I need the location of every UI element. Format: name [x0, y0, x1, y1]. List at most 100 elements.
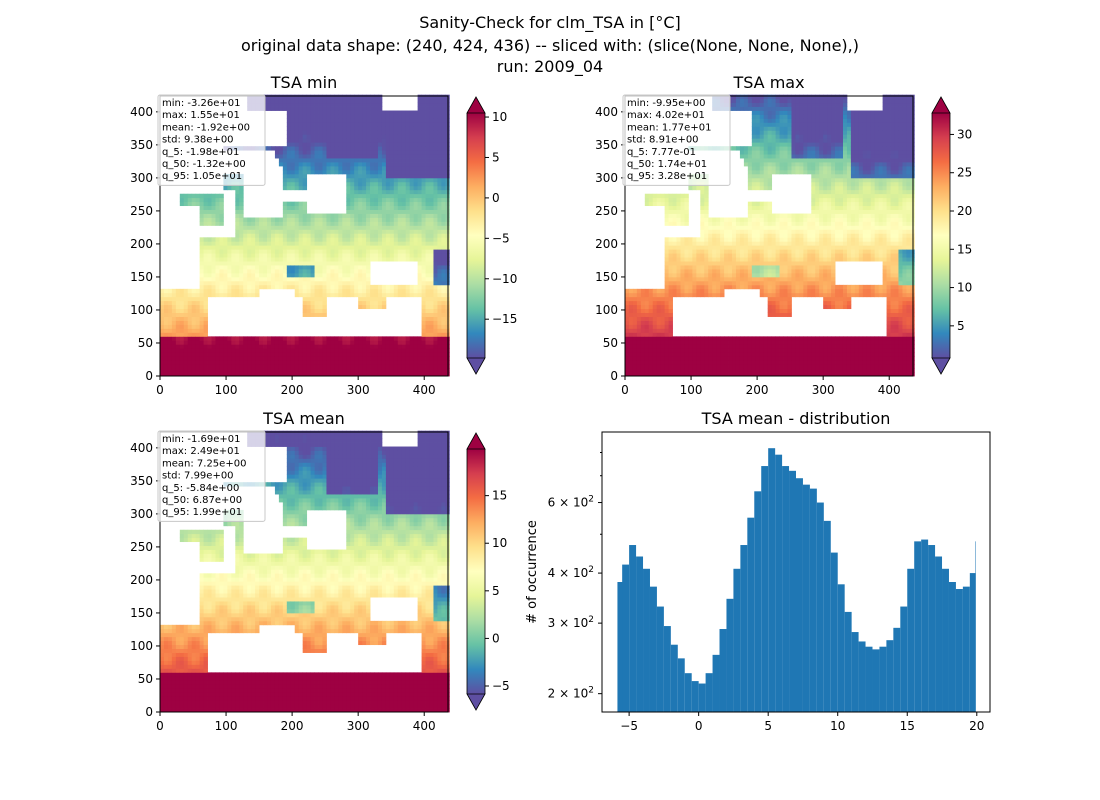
map-cell [370, 205, 375, 210]
map-cell [433, 344, 438, 349]
map-cell [270, 272, 276, 278]
map-cell [644, 292, 650, 298]
map-cell [660, 308, 666, 314]
y-tick-label: 50 [138, 336, 153, 350]
map-cell [310, 245, 315, 250]
map-cell [704, 272, 709, 278]
map-cell [183, 348, 189, 353]
map-cell [374, 257, 379, 262]
map-cell [366, 213, 371, 218]
map-cell [381, 150, 387, 155]
map-cell [648, 340, 654, 345]
map-cell [759, 336, 765, 341]
map-cell [223, 364, 228, 369]
map-cell [334, 169, 339, 175]
map-cell [223, 292, 228, 298]
map-cell [259, 257, 264, 262]
map-cell [239, 209, 244, 214]
map-cell [668, 364, 673, 369]
map-cell [429, 348, 434, 353]
map-cell [759, 344, 765, 349]
map-cell [338, 364, 343, 369]
map-cell [640, 328, 646, 333]
map-cell [421, 292, 426, 298]
map-cell [215, 237, 220, 242]
map-cell [199, 364, 204, 369]
map-cell [354, 253, 359, 258]
map-cell [385, 146, 391, 151]
map-cell [338, 348, 343, 353]
map-cell [652, 316, 658, 321]
map-cell [366, 205, 371, 210]
map-cell [354, 280, 359, 286]
map-cell [274, 368, 280, 373]
map-cell [441, 201, 446, 207]
map-cell [704, 241, 709, 246]
map-cell [759, 292, 765, 298]
map-cell [724, 360, 729, 365]
map-cell [759, 213, 765, 218]
map-cell [704, 233, 709, 238]
map-cell [227, 352, 232, 357]
map-cell [413, 257, 419, 262]
map-cell [421, 296, 426, 302]
map-cell [306, 245, 312, 250]
map-cell [294, 158, 300, 163]
map-cell [346, 181, 351, 187]
map-cell [441, 106, 446, 111]
map-cell [433, 356, 438, 361]
map-cell [278, 269, 284, 274]
map-cell [195, 352, 201, 357]
map-cell [330, 336, 335, 341]
map-cell [763, 150, 769, 155]
map-cell [759, 181, 765, 187]
map-cell [239, 372, 244, 377]
map-cell [688, 237, 693, 242]
map-cell [759, 126, 765, 131]
map-cell [362, 126, 367, 131]
map-cell [179, 352, 185, 357]
map-cell [235, 265, 240, 270]
map-cell [163, 368, 169, 373]
map-cell [397, 185, 403, 191]
map-cell [429, 316, 434, 321]
map-cell [306, 344, 312, 349]
map-cell [203, 324, 208, 329]
map-cell [342, 98, 347, 104]
map-cell [318, 94, 323, 100]
map-cell [660, 352, 666, 357]
map-cell [298, 364, 304, 369]
map-cell [433, 241, 438, 246]
map-cell [779, 162, 784, 167]
map-cell [160, 316, 165, 321]
map-cell [235, 245, 240, 250]
map-cell [636, 296, 642, 302]
map-cell [688, 364, 693, 369]
map-cell [755, 102, 761, 107]
map-cell [358, 114, 363, 119]
map-cell [235, 340, 240, 345]
map-cell [724, 217, 729, 222]
map-cell [290, 280, 296, 286]
map-cell [732, 356, 737, 361]
map-cell [259, 233, 264, 238]
map-cell [672, 272, 677, 278]
map-cell [255, 249, 260, 254]
map-cell [405, 177, 411, 183]
map-cell [314, 237, 319, 242]
map-cell [259, 364, 264, 369]
map-cell [199, 253, 204, 258]
map-cell [175, 348, 181, 353]
map-cell [326, 225, 331, 230]
map-cell [302, 344, 308, 349]
map-cell [743, 276, 749, 282]
map-cell [433, 177, 438, 183]
map-cell [330, 118, 335, 123]
map-cell [747, 173, 753, 179]
map-cell [191, 296, 197, 302]
map-cell [417, 94, 422, 100]
map-cell [322, 106, 327, 111]
map-cell [433, 276, 438, 282]
map-cell [219, 249, 224, 254]
map-cell [318, 166, 323, 171]
